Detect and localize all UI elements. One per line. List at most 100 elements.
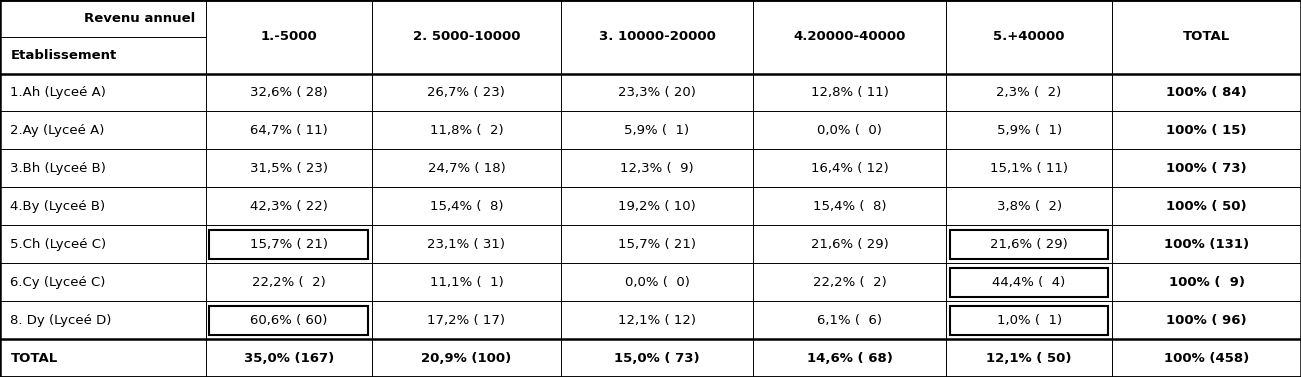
Bar: [946, 339, 1112, 377]
Bar: [372, 187, 561, 225]
Text: 100% ( 50): 100% ( 50): [1167, 200, 1246, 213]
Bar: [372, 263, 561, 301]
Bar: [1112, 149, 1301, 187]
Bar: [561, 112, 753, 149]
Bar: [561, 301, 753, 339]
Bar: [0, 263, 206, 301]
Bar: [0, 149, 206, 187]
Text: 5.+40000: 5.+40000: [994, 30, 1064, 43]
Bar: [372, 74, 561, 112]
Bar: [206, 263, 372, 301]
Bar: [561, 149, 753, 187]
Text: 32,6% ( 28): 32,6% ( 28): [250, 86, 328, 99]
Bar: [206, 0, 372, 74]
Text: 12,3% (  9): 12,3% ( 9): [621, 162, 693, 175]
Text: 6,1% (  6): 6,1% ( 6): [817, 314, 882, 326]
Bar: [561, 187, 753, 225]
Text: 12,1% ( 12): 12,1% ( 12): [618, 314, 696, 326]
Text: 60,6% ( 60): 60,6% ( 60): [250, 314, 328, 326]
Text: 2,3% (  2): 2,3% ( 2): [997, 86, 1062, 99]
Bar: [209, 230, 368, 259]
Bar: [946, 263, 1112, 301]
Bar: [372, 225, 561, 263]
Text: 5,9% (  1): 5,9% ( 1): [997, 124, 1062, 137]
Bar: [0, 0, 206, 74]
Text: 16,4% ( 12): 16,4% ( 12): [811, 162, 889, 175]
Text: 1.Ah (Lyceé A): 1.Ah (Lyceé A): [10, 86, 107, 99]
Text: 20,9% (100): 20,9% (100): [422, 351, 511, 365]
Text: 22,2% (  2): 22,2% ( 2): [252, 276, 325, 289]
Text: 100% (131): 100% (131): [1164, 238, 1249, 251]
Bar: [753, 225, 946, 263]
Bar: [0, 187, 206, 225]
Text: 15,7% ( 21): 15,7% ( 21): [618, 238, 696, 251]
Bar: [950, 268, 1108, 297]
Text: 24,7% ( 18): 24,7% ( 18): [428, 162, 505, 175]
Bar: [372, 339, 561, 377]
Text: 1.-5000: 1.-5000: [260, 30, 317, 43]
Bar: [753, 263, 946, 301]
Bar: [753, 149, 946, 187]
Text: 31,5% ( 23): 31,5% ( 23): [250, 162, 328, 175]
Bar: [206, 112, 372, 149]
Bar: [946, 301, 1112, 339]
Text: 26,7% ( 23): 26,7% ( 23): [428, 86, 505, 99]
Bar: [209, 306, 368, 334]
Bar: [946, 187, 1112, 225]
Text: 11,1% (  1): 11,1% ( 1): [429, 276, 503, 289]
Text: 0,0% (  0): 0,0% ( 0): [817, 124, 882, 137]
Text: 100% ( 96): 100% ( 96): [1167, 314, 1246, 326]
Bar: [753, 339, 946, 377]
Bar: [372, 0, 561, 74]
Bar: [206, 149, 372, 187]
Text: 22,2% (  2): 22,2% ( 2): [813, 276, 886, 289]
Text: 12,8% ( 11): 12,8% ( 11): [811, 86, 889, 99]
Text: TOTAL: TOTAL: [1183, 30, 1231, 43]
Bar: [561, 0, 753, 74]
Text: 42,3% ( 22): 42,3% ( 22): [250, 200, 328, 213]
Bar: [946, 112, 1112, 149]
Bar: [0, 339, 206, 377]
Text: 5,9% (  1): 5,9% ( 1): [624, 124, 690, 137]
Bar: [561, 339, 753, 377]
Text: 21,6% ( 29): 21,6% ( 29): [990, 238, 1068, 251]
Text: 12,1% ( 50): 12,1% ( 50): [986, 351, 1072, 365]
Text: 3.Bh (Lyceé B): 3.Bh (Lyceé B): [10, 162, 107, 175]
Bar: [753, 0, 946, 74]
Text: 11,8% (  2): 11,8% ( 2): [429, 124, 503, 137]
Text: 2.Ay (Lyceé A): 2.Ay (Lyceé A): [10, 124, 105, 137]
Text: 15,7% ( 21): 15,7% ( 21): [250, 238, 328, 251]
Bar: [753, 112, 946, 149]
Text: 6.Cy (Lyceé C): 6.Cy (Lyceé C): [10, 276, 105, 289]
Bar: [206, 339, 372, 377]
Bar: [1112, 74, 1301, 112]
Text: 5.Ch (Lyceé C): 5.Ch (Lyceé C): [10, 238, 107, 251]
Bar: [1112, 263, 1301, 301]
Text: 23,1% ( 31): 23,1% ( 31): [428, 238, 505, 251]
Bar: [753, 74, 946, 112]
Bar: [950, 306, 1108, 334]
Bar: [0, 301, 206, 339]
Bar: [1112, 225, 1301, 263]
Text: 1,0% (  1): 1,0% ( 1): [997, 314, 1062, 326]
Text: 100% ( 84): 100% ( 84): [1166, 86, 1248, 99]
Bar: [0, 112, 206, 149]
Bar: [1112, 0, 1301, 74]
Text: 35,0% (167): 35,0% (167): [243, 351, 334, 365]
Text: 15,1% ( 11): 15,1% ( 11): [990, 162, 1068, 175]
Bar: [372, 112, 561, 149]
Bar: [561, 225, 753, 263]
Text: 3,8% (  2): 3,8% ( 2): [997, 200, 1062, 213]
Text: 17,2% ( 17): 17,2% ( 17): [428, 314, 505, 326]
Text: 100% ( 73): 100% ( 73): [1167, 162, 1246, 175]
Bar: [946, 74, 1112, 112]
Text: 3. 10000-20000: 3. 10000-20000: [598, 30, 716, 43]
Bar: [561, 74, 753, 112]
Bar: [206, 301, 372, 339]
Bar: [950, 230, 1108, 259]
Bar: [0, 225, 206, 263]
Text: 15,4% (  8): 15,4% ( 8): [429, 200, 503, 213]
Bar: [1112, 112, 1301, 149]
Bar: [0, 74, 206, 112]
Text: 64,7% ( 11): 64,7% ( 11): [250, 124, 328, 137]
